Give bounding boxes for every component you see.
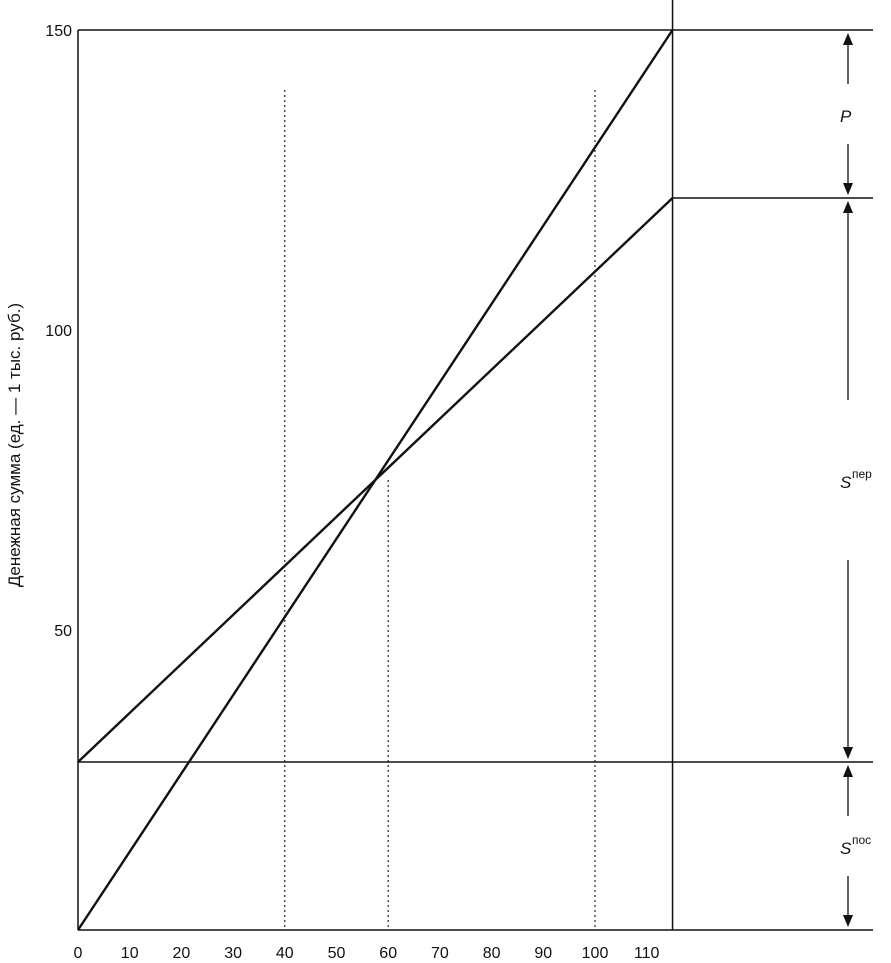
annotation-arrowhead-up — [843, 33, 853, 45]
annotation-superscript: пер — [852, 467, 872, 481]
series-lines — [76, 29, 674, 931]
x-tick-label: 90 — [534, 945, 552, 962]
annotation-label: S — [840, 839, 852, 858]
x-tick-label: 30 — [224, 945, 242, 962]
annotation-arrowhead-down — [843, 915, 853, 927]
annotation-label: P — [840, 107, 852, 126]
y-axis-title: Денежная сумма (ед. — 1 тыс. руб.) — [5, 303, 24, 587]
x-tick-label: 100 — [582, 945, 609, 962]
annotation-superscript: пос — [852, 833, 871, 847]
x-tick-label: 10 — [121, 945, 139, 962]
x-tick-label: 110 — [634, 945, 660, 962]
y-tick-label: 150 — [45, 23, 72, 40]
y-tick-label: 100 — [45, 323, 72, 340]
x-tick-label: 50 — [328, 945, 346, 962]
x-tick-label: 70 — [431, 945, 449, 962]
x-tick-label: 80 — [483, 945, 501, 962]
tick-labels: 0 10 20 30 40 50 60 70 80 90 100 110 50 100 150 — [45, 23, 659, 962]
x-tick-label: 40 — [276, 945, 294, 962]
annotation-arrowhead-down — [843, 183, 853, 195]
x-tick-label: 60 — [379, 945, 397, 962]
y-tick-label: 50 — [54, 623, 72, 640]
axes — [77, 30, 873, 931]
x-tick-label: 0 — [74, 945, 83, 962]
annotation-label: S — [840, 473, 852, 492]
annotation-arrowhead-down — [843, 747, 853, 759]
series-line-2 — [77, 197, 674, 763]
annotation-arrowhead-up — [843, 765, 853, 777]
x-tick-label: 20 — [173, 945, 191, 962]
annotation-arrowhead-up — [843, 201, 853, 213]
reference-lines — [78, 0, 873, 930]
